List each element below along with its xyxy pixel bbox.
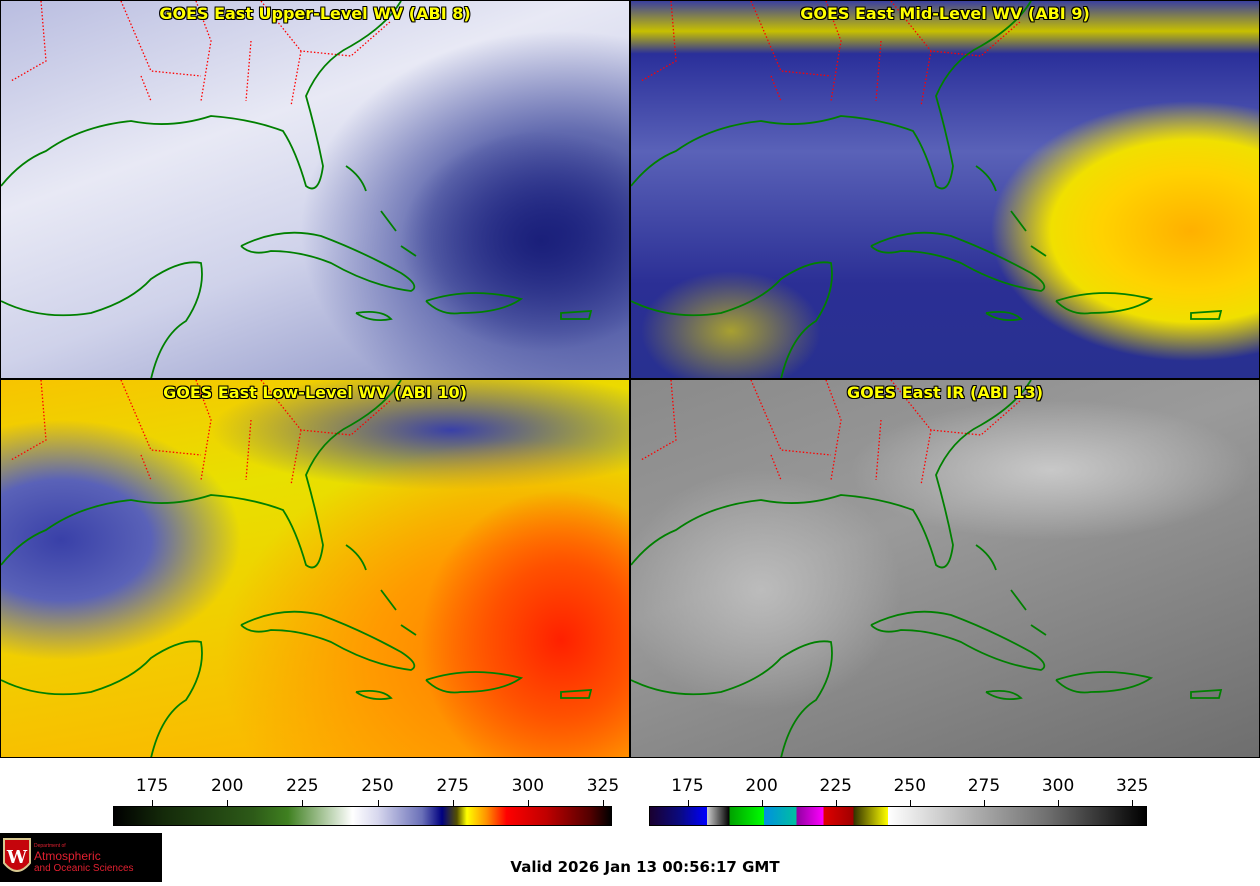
panel-title: GOES East Mid-Level WV (ABI 9) [800, 4, 1090, 23]
colorbar-tick [527, 800, 529, 806]
colorbar-tick [302, 800, 304, 806]
panel-ir: GOES East IR (ABI 13) [630, 379, 1260, 758]
colorbar-tick-label: 175 [671, 776, 704, 796]
panel-title: GOES East IR (ABI 13) [846, 383, 1044, 402]
wv-colorbar [113, 806, 612, 826]
colorbar-tick [1132, 800, 1134, 806]
colorbar-tick [909, 800, 911, 806]
colorbar-tick-label: 175 [135, 776, 169, 796]
map-overlay [631, 1, 1223, 378]
colorbar-tick-label: 300 [511, 776, 545, 796]
panel-title: GOES East Low-Level WV (ABI 10) [163, 383, 467, 402]
map-overlay [1, 380, 593, 757]
colorbar-tick [227, 800, 229, 806]
colorbar-tick-label: 200 [745, 776, 778, 796]
colorbar-tick [1058, 800, 1060, 806]
colorbar-tick-label: 200 [210, 776, 244, 796]
valid-time: Valid 2026 Jan 13 00:56:17 GMT [510, 858, 780, 876]
colorbar-tick-label: 225 [286, 776, 319, 796]
svg-text:and Oceanic Sciences: and Oceanic Sciences [34, 863, 134, 874]
svg-text:Department of: Department of [34, 843, 66, 849]
colorbar-tick-label: 225 [819, 776, 852, 796]
colorbar-tick [452, 800, 454, 806]
coastlines [631, 1, 1223, 378]
map-overlay [631, 380, 1223, 757]
aos-logo: W Department of Atmospheric and Oceanic … [0, 833, 162, 882]
colorbar-tick [377, 800, 379, 806]
ir-colorbar [649, 806, 1147, 826]
colorbar-tick [152, 800, 154, 806]
map-overlay [1, 1, 593, 378]
colorbar-tick [687, 800, 689, 806]
colorbar-tick-label: 250 [361, 776, 394, 796]
uw-crest-icon: W Department of Atmospheric and Oceanic … [3, 838, 134, 874]
colorbar-tick-label: 275 [436, 776, 469, 796]
panel-low-level-wv: GOES East Low-Level WV (ABI 10) [0, 379, 630, 758]
svg-text:Atmospheric: Atmospheric [34, 849, 101, 863]
coastlines [1, 380, 593, 757]
colorbar-tick [835, 800, 837, 806]
colorbar-tick-label: 275 [967, 776, 1001, 796]
state-borders [640, 1, 1022, 107]
colorbar-tick-label: 250 [893, 776, 927, 796]
colorbar-tick [602, 800, 604, 806]
colorbar-tick [761, 800, 763, 806]
state-borders [640, 380, 1022, 486]
colorbar-tick-label: 300 [1041, 776, 1075, 796]
panel-upper-level-wv: GOES East Upper-Level WV (ABI 8) [0, 0, 630, 379]
colorbar-tick-label: 325 [586, 776, 620, 796]
colorbar-tick [983, 800, 985, 806]
coastlines [631, 380, 1223, 757]
panel-title: GOES East Upper-Level WV (ABI 8) [159, 4, 471, 23]
state-borders [10, 380, 392, 486]
coastlines [1, 1, 593, 378]
state-borders [10, 1, 392, 107]
svg-text:W: W [6, 847, 28, 868]
colorbar-tick-label: 325 [1115, 776, 1149, 796]
panel-mid-level-wv: GOES East Mid-Level WV (ABI 9) [630, 0, 1260, 379]
